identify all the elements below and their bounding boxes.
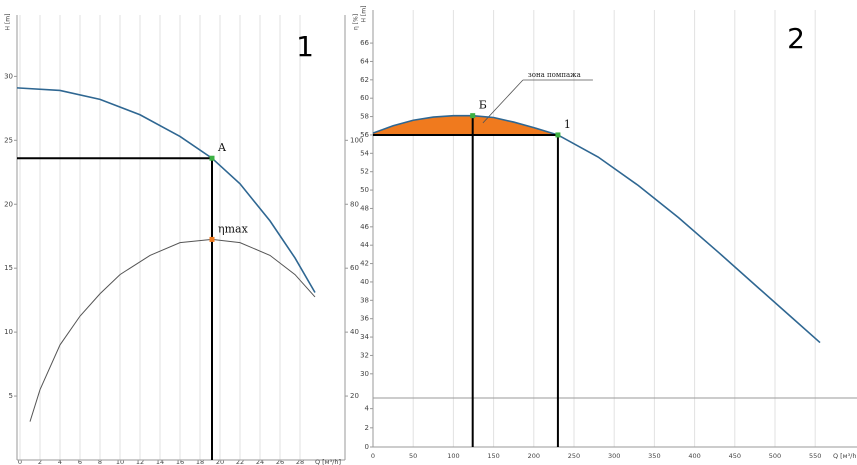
x-tick-label: 14 <box>156 458 164 465</box>
y-tick-label: 25 <box>4 136 13 144</box>
y-tick-label: 64 <box>360 57 369 65</box>
leader-line <box>482 79 524 124</box>
x-tick-label: 8 <box>98 458 102 465</box>
x-tick-label: 28 <box>296 458 304 465</box>
x-tick-label: 6 <box>78 458 82 465</box>
x-tick-label: 2 <box>38 458 42 465</box>
y2-tick-label: 40 <box>350 328 359 336</box>
point-marker <box>209 236 215 242</box>
x-tick-label: 250 <box>568 452 580 460</box>
x-axis-label: Q [м³/h] <box>833 452 857 460</box>
point-label: ηmax <box>218 222 249 235</box>
point-label: 1 <box>564 118 571 131</box>
x-tick-label: 550 <box>809 452 821 460</box>
x-tick-label: 200 <box>528 452 540 460</box>
y-tick-label: 62 <box>360 76 369 84</box>
point-label: Б <box>479 99 487 112</box>
x-tick-label: 50 <box>409 452 417 460</box>
x-tick-label: 450 <box>729 452 741 460</box>
x-tick-label: 24 <box>256 458 264 465</box>
x-tick-label: 20 <box>216 458 224 465</box>
y2-tick-label: 60 <box>350 264 359 272</box>
point-marker <box>470 113 476 119</box>
panel-label: 2 <box>787 22 805 55</box>
y-tick-label: 5 <box>9 392 13 400</box>
y-tick-label: 42 <box>360 260 369 268</box>
y-tick-label: 46 <box>360 223 369 231</box>
y-tick-label: 30 <box>4 72 13 80</box>
x-tick-label: 500 <box>769 452 781 460</box>
y-tick-label: 15 <box>4 264 13 272</box>
x-tick-label: 10 <box>116 458 124 465</box>
x-tick-label: 100 <box>447 452 459 460</box>
surge-label: зона помпажа <box>528 71 581 79</box>
x-axis-label: Q [м³/h] <box>315 458 341 465</box>
x-tick-label: 4 <box>58 458 62 465</box>
panel-label: 1 <box>296 30 314 63</box>
x-tick-label: 300 <box>608 452 620 460</box>
y2-tick-label: 100 <box>350 136 363 144</box>
series-line <box>16 87 316 293</box>
y-tick-label: 56 <box>360 131 369 139</box>
x-tick-label: 400 <box>688 452 700 460</box>
x-tick-label: 12 <box>136 458 144 465</box>
x-tick-label: 350 <box>648 452 660 460</box>
y-tick-label: 48 <box>360 204 369 212</box>
y-tick-label: 58 <box>360 113 369 121</box>
lower-y-tick-label: 4 <box>365 405 370 413</box>
y2-tick-label: 80 <box>350 200 359 208</box>
x-tick-label: 0 <box>18 458 22 465</box>
series-line <box>372 114 821 344</box>
y-tick-label: 36 <box>360 315 369 323</box>
y-tick-label: 66 <box>360 39 369 47</box>
y-tick-label: 32 <box>360 351 369 359</box>
x-tick-label: 150 <box>487 452 499 460</box>
y-tick-label: 38 <box>360 296 369 304</box>
point-label: A <box>217 141 227 154</box>
y-tick-label: 40 <box>360 278 369 286</box>
point-marker <box>209 155 215 161</box>
lower-y-tick-label: 0 <box>365 443 369 451</box>
y-tick-label: 44 <box>360 241 369 249</box>
series-line <box>29 238 316 422</box>
x-tick-label: 22 <box>236 458 244 465</box>
lower-y-tick-label: 2 <box>365 424 369 432</box>
y2-axis-label: η [%] <box>353 14 360 30</box>
y-tick-label: 52 <box>360 168 369 176</box>
y-axis-label: H [m] <box>5 14 12 31</box>
y-tick-label: 50 <box>360 186 369 194</box>
y-tick-label: 54 <box>360 149 369 157</box>
surge-zone <box>373 115 558 135</box>
x-tick-label: 18 <box>196 458 204 465</box>
y-tick-label: 10 <box>4 328 13 336</box>
x-tick-label: 16 <box>176 458 184 465</box>
y-tick-label: 34 <box>360 333 369 341</box>
y-tick-label: 60 <box>360 94 369 102</box>
y-axis-label: H [m] <box>361 6 368 23</box>
x-tick-label: 26 <box>276 458 284 465</box>
y-tick-label: 30 <box>360 370 369 378</box>
y2-tick-label: 20 <box>350 392 359 400</box>
point-marker <box>555 132 561 138</box>
x-tick-label: 0 <box>371 452 375 460</box>
y-tick-label: 20 <box>4 200 13 208</box>
